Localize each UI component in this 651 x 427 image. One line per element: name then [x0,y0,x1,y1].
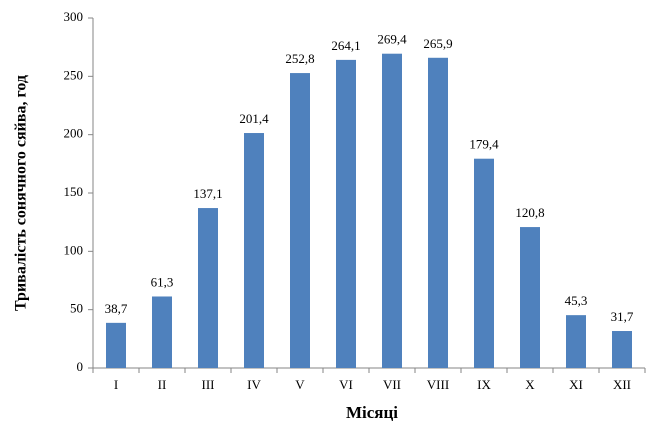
data-label: 45,3 [565,293,588,308]
x-tick-label: VI [339,377,353,392]
x-tick-label: VIII [427,377,449,392]
y-tick-label: 250 [64,67,84,82]
bar [612,331,632,368]
data-label: 137,1 [193,186,222,201]
bar [290,73,310,369]
y-tick-label: 300 [64,9,84,24]
x-tick-label: III [202,377,215,392]
y-tick-label: 50 [70,301,83,316]
x-tick-label: XII [613,377,631,392]
bar [106,322,126,368]
bar [198,208,218,368]
bar [152,296,172,368]
y-tick-label: 200 [64,126,84,141]
y-tick-label: 100 [64,242,84,257]
x-tick-label: IV [247,377,261,392]
bar [474,158,494,368]
data-label: 61,3 [151,274,174,289]
y-tick-label: 150 [64,184,84,199]
x-tick-label: II [158,377,167,392]
bar [566,315,586,368]
x-tick-label: I [114,377,118,392]
x-axis-label: Місяці [346,403,398,422]
x-tick-label: X [525,377,535,392]
y-axis-label: Тривалість сонячного сяйва, год [13,75,30,311]
data-label: 252,8 [285,51,314,66]
data-label: 269,4 [377,32,407,47]
data-label: 179,4 [469,137,499,152]
bar [244,133,264,368]
y-tick-label: 0 [77,359,84,374]
bar [382,53,402,368]
bar [428,57,448,369]
x-tick-label: V [295,377,305,392]
x-tick-label: XI [569,377,583,392]
data-label: 31,7 [611,309,634,324]
x-tick-label: IX [477,377,491,392]
data-label: 265,9 [423,36,452,51]
x-tick-label: VII [383,377,401,392]
data-label: 201,4 [239,111,269,126]
data-label: 264,1 [331,38,360,53]
bar [520,227,540,368]
data-label: 120,8 [515,205,544,220]
bar [336,59,356,369]
data-label: 38,7 [105,301,128,316]
